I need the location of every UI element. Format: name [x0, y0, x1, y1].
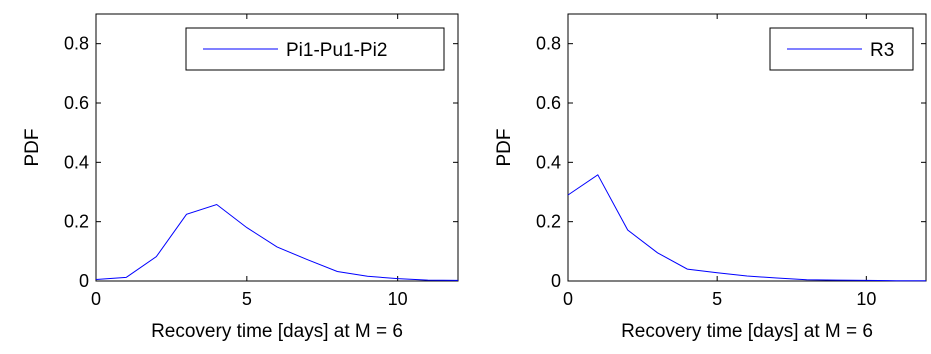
x-tick-label: 5	[712, 289, 722, 309]
series-line-1	[567, 174, 926, 282]
chart-panel-2: 0 5 10 0 0.2 0.4 0.6 0.8 Recovery time [days] at…	[494, 13, 927, 342]
y-tick-label: 0	[551, 271, 561, 291]
y-axis-label: PDF	[22, 129, 43, 167]
y-tick-label: 0.2	[536, 212, 561, 232]
x-tick-label: 0	[563, 289, 573, 309]
x-tick-label: 5	[242, 289, 252, 309]
y-axis-label: PDF	[494, 129, 515, 167]
legend: Pi1-Pu1-Pi2	[185, 27, 445, 71]
legend: R3	[769, 27, 914, 71]
x-axis-label: Recovery time [days] at M = 6	[151, 321, 403, 342]
y-tick-label: 0.2	[64, 212, 89, 232]
x-axis-label: Recovery time [days] at M = 6	[621, 321, 873, 342]
series-line-1	[95, 203, 459, 281]
y-tick-label: 0.8	[536, 34, 561, 54]
chart-panel-1: 0 5 10 0 0.2 0.4 0.6 0.8 Recovery time [days] at…	[22, 13, 459, 342]
x-tick-label: 10	[856, 289, 876, 309]
legend-entry: R3	[870, 40, 894, 61]
legend-entry: Pi1-Pu1-Pi2	[286, 40, 387, 61]
x-tick-label: 0	[91, 289, 101, 309]
x-tick-label: 10	[388, 289, 408, 309]
y-tick-label: 0.6	[64, 93, 89, 113]
y-tick-label: 0.6	[536, 93, 561, 113]
y-tick-label: 0.8	[64, 34, 89, 54]
y-tick-label: 0	[79, 271, 89, 291]
y-tick-label: 0.4	[64, 152, 89, 172]
y-tick-label: 0.4	[536, 152, 561, 172]
